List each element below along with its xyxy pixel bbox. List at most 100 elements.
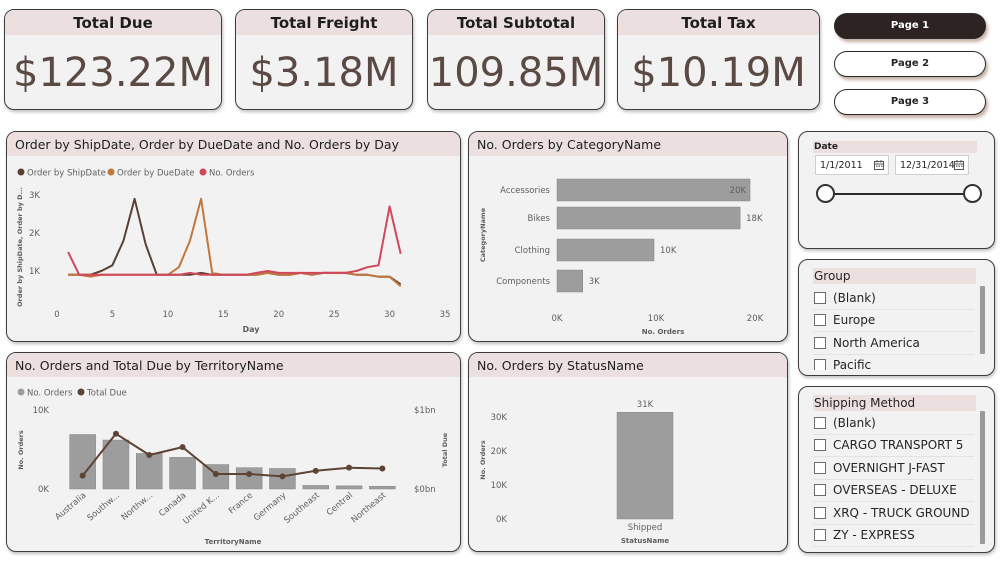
y-tick-label: 10K (491, 481, 508, 491)
data-label: 10K (660, 246, 677, 256)
checkbox[interactable] (814, 314, 826, 327)
total-due-line (81, 432, 383, 478)
shipping-option[interactable]: XRQ - TRUCK GROUND (813, 502, 974, 525)
data-label: 18K (746, 214, 763, 224)
total-due-point (79, 472, 86, 479)
chart-title: Order by ShipDate, Order by DueDate and … (7, 132, 460, 156)
calendar-icon[interactable] (874, 160, 884, 170)
group-option[interactable]: North America (813, 332, 974, 355)
group-option[interactable]: (Blank) (813, 287, 974, 310)
calendar-icon[interactable] (954, 160, 964, 170)
date-slicer: Date 1/1/2011 12/31/2014 (798, 131, 995, 249)
shipping-option[interactable]: CARGO TRANSPORT 5 (813, 435, 974, 457)
legend-label: No. Orders (27, 389, 73, 399)
y-tick-label: 30K (491, 413, 508, 423)
kpi-title: Total Due (5, 10, 221, 35)
kpi-title: Total Freight (236, 10, 412, 35)
end-date-value: 12/31/2014 (900, 160, 955, 171)
end-date-input[interactable]: 12/31/2014 (895, 155, 969, 175)
bar (556, 206, 741, 230)
kpi-total-freight: Total Freight $3.18M (235, 9, 413, 110)
kpi-value: $123.22M (13, 50, 213, 96)
checkbox[interactable] (814, 529, 826, 542)
category-label: Southeast (282, 490, 322, 526)
shipping-option[interactable]: OVERNIGHT J-FAST (813, 457, 974, 480)
total-due-point (212, 470, 219, 477)
bar (616, 411, 674, 520)
bar (556, 238, 655, 262)
date-range-track[interactable] (826, 193, 972, 195)
checkbox[interactable] (814, 336, 826, 349)
checkbox[interactable] (814, 461, 826, 474)
chart-title: No. Orders and Total Due by TerritoryNam… (7, 353, 460, 377)
category-label: Bikes (528, 214, 551, 224)
shipping-option[interactable]: OVERSEAS - DELUXE (813, 480, 974, 502)
option-label: (Blank) (833, 290, 876, 305)
bar (369, 485, 396, 490)
option-label: OVERSEAS - DELUXE (833, 483, 957, 498)
option-label: CARGO TRANSPORT 5 (833, 438, 964, 453)
checkbox[interactable] (814, 506, 826, 519)
category-label: Australia (53, 491, 88, 523)
category-label: Central (325, 491, 355, 519)
range-end-handle[interactable] (963, 184, 982, 203)
y-tick-label: 3K (29, 191, 40, 201)
start-date-input[interactable]: 1/1/2011 (815, 155, 889, 175)
legend-marker (17, 168, 25, 176)
y-axis-title: No. Orders (17, 430, 25, 470)
bar (169, 457, 196, 490)
chart-title: No. Orders by StatusName (469, 353, 787, 377)
option-label: ZY - EXPRESS (833, 528, 915, 543)
category-chart-card: No. Orders by CategoryName Accessories 20… (468, 131, 788, 342)
checkbox[interactable] (814, 359, 826, 370)
y-axis-title: No. Orders (479, 440, 487, 480)
shipping-method-slicer: Shipping Method (Blank) CARGO TRANSPORT … (798, 386, 995, 553)
option-label: (Blank) (833, 415, 876, 430)
legend-label: Order by DueDate (117, 169, 194, 179)
group-list: (Blank) Europe North America Pacific (813, 287, 974, 370)
line-chart-card: Order by ShipDate, Order by DueDate and … (6, 131, 461, 342)
y-axis-title: Order by ShipDate, Order by D... (16, 187, 24, 307)
x-axis-title: No. Orders (642, 328, 685, 336)
series-line (68, 197, 402, 287)
legend-marker (107, 168, 115, 176)
total-due-point (146, 452, 153, 459)
page-1-button[interactable]: Page 1 (834, 13, 986, 39)
x-tick-label: 35 (440, 310, 451, 320)
checkbox[interactable] (814, 291, 826, 304)
status-bar-chart: 0K 10K 20K 30K 31K Shipped StatusName No. Order… (479, 400, 674, 545)
checkbox[interactable] (814, 439, 826, 452)
bar (556, 269, 583, 293)
group-scrollbar[interactable] (980, 286, 985, 354)
territory-combo-chart: No. Orders Total Due 10K 0K $1bn $0bn No. Orde… (17, 388, 449, 546)
category-label: Southw... (86, 491, 122, 524)
x-tick-label: 20 (273, 310, 284, 320)
option-label: Pacific (833, 358, 872, 370)
shipping-scrollbar[interactable] (980, 411, 985, 544)
bar (102, 439, 130, 490)
group-option[interactable]: Europe (813, 310, 974, 332)
total-due-point (246, 470, 253, 477)
total-due-point (379, 465, 386, 472)
kpi-title: Total Subtotal (428, 10, 604, 35)
bar (335, 485, 363, 490)
x-tick-label: 20K (747, 314, 764, 324)
kpi-title: Total Tax (618, 10, 819, 35)
range-start-handle[interactable] (816, 184, 835, 203)
checkbox[interactable] (814, 484, 826, 497)
page-3-button[interactable]: Page 3 (834, 89, 986, 115)
shipping-option[interactable]: (Blank) (813, 412, 974, 435)
group-option[interactable]: Pacific (813, 355, 974, 370)
category-label: Accessories (500, 186, 550, 196)
chart-title: No. Orders by CategoryName (469, 132, 787, 156)
x-axis-title: StatusName (621, 537, 669, 545)
kpi-total-due: Total Due $123.22M (4, 9, 222, 110)
page-2-button[interactable]: Page 2 (834, 51, 986, 77)
x-tick-label: 30 (384, 310, 395, 320)
shipping-option[interactable]: ZY - EXPRESS (813, 525, 974, 547)
start-date-value: 1/1/2011 (820, 160, 863, 171)
x-tick-label: 10 (162, 310, 173, 320)
x-tick-label: 0 (54, 310, 59, 320)
bar (556, 178, 751, 202)
checkbox[interactable] (814, 416, 826, 429)
